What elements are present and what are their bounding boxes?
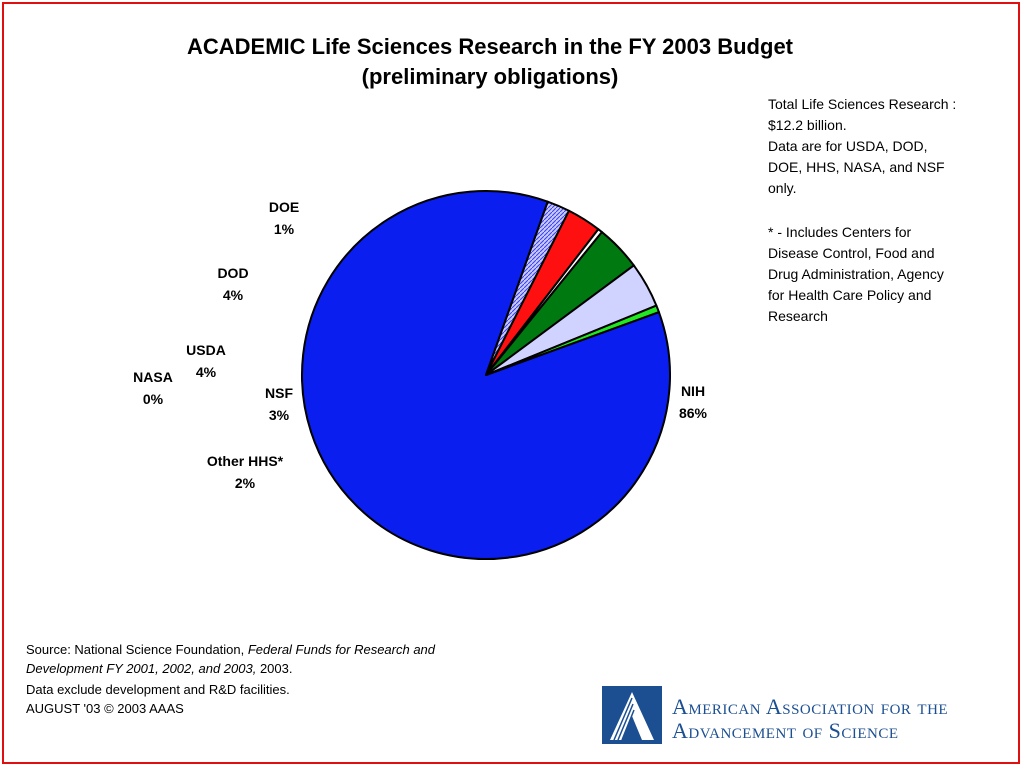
slice-label-name: DOE xyxy=(268,199,300,215)
footnote-line: Drug Administration, Agency xyxy=(768,266,944,282)
summary-note-line: $12.2 billion. xyxy=(768,117,847,133)
chart-title: ACADEMIC Life Sciences Research in the F… xyxy=(187,34,793,59)
slice-label-name: USDA xyxy=(186,342,226,358)
slice-label-percent: 1% xyxy=(273,221,295,237)
footnote-line: Research xyxy=(768,308,828,324)
aaas-name-line1: American Association for the xyxy=(672,694,949,719)
slice-label-percent: 86% xyxy=(678,405,708,421)
chart-subtitle: (preliminary obligations) xyxy=(361,64,619,89)
slice-label-usda: USDA 4% xyxy=(161,339,251,383)
source-year: 2003. xyxy=(256,661,293,676)
slice-label-percent: 4% xyxy=(195,364,217,380)
slice-label-name: NASA xyxy=(133,369,173,385)
source-text: Source: National Science Foundation, xyxy=(26,642,248,657)
slice-label-name: Other HHS* xyxy=(206,453,284,469)
slice-label-other-hhs: Other HHS* 2% xyxy=(190,450,300,494)
slice-label-nsf: NSF 3% xyxy=(234,382,324,426)
slice-label-percent: 4% xyxy=(222,287,244,303)
aaas-name-line2: Advancement of Science xyxy=(672,718,899,743)
pie-slice-doe xyxy=(485,304,660,376)
copyright-line: AUGUST '03 © 2003 AAAS xyxy=(26,701,184,716)
slice-label-name: NIH xyxy=(680,383,706,399)
source-note: Data exclude development and R&D facilit… xyxy=(26,682,290,697)
summary-note-line: Total Life Sciences Research : xyxy=(768,96,957,112)
summary-note: Total Life Sciences Research : $12.2 bil… xyxy=(768,94,1008,199)
source-publication: Federal Funds for Research and xyxy=(247,642,436,657)
summary-note-line: Data are for USDA, DOD, xyxy=(768,138,928,154)
slice-label-nih: NIH 86% xyxy=(648,380,738,424)
footnote: * - Includes Centers for Disease Control… xyxy=(768,222,1008,327)
aaas-logo-icon xyxy=(602,686,662,744)
summary-note-line: DOE, HHS, NASA, and NSF xyxy=(768,159,945,175)
summary-note-line: only. xyxy=(768,180,797,196)
slice-label-percent: 0% xyxy=(142,391,164,407)
slice-label-name: DOD xyxy=(217,265,249,281)
source-line: Development FY 2001, 2002, and 2003, 200… xyxy=(26,659,292,678)
source-line: Source: National Science Foundation, Fed… xyxy=(26,640,435,659)
slice-label-name: NSF xyxy=(265,385,293,401)
footnote-line: Disease Control, Food and xyxy=(768,245,935,261)
source-publication: Development FY 2001, 2002, and 2003, xyxy=(26,661,257,676)
footnote-line: * - Includes Centers for xyxy=(768,224,912,240)
slice-label-percent: 2% xyxy=(234,475,256,491)
slice-label-doe: DOE 1% xyxy=(239,196,329,240)
footnote-line: for Health Care Policy and xyxy=(768,287,932,303)
slice-label-nasa: NASA 0% xyxy=(108,366,198,410)
slice-label-dod: DOD 4% xyxy=(188,262,278,306)
slice-label-percent: 3% xyxy=(268,407,290,423)
